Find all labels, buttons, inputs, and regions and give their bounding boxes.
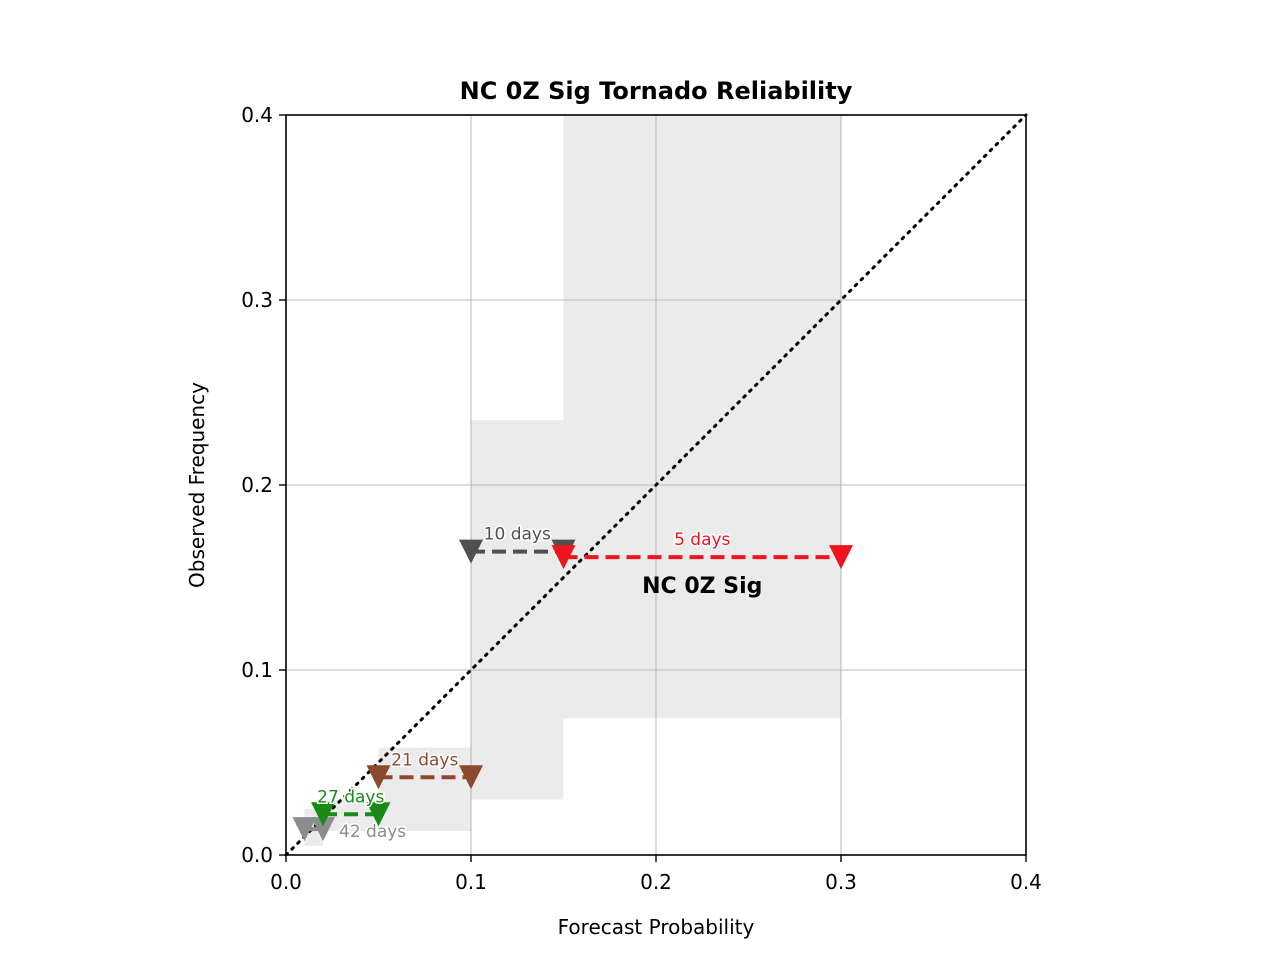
ci-band-2	[378, 747, 471, 831]
chart-title: NC 0Z Sig Tornado Reliability	[460, 77, 853, 105]
axis-ticks: 0.0 0.0 0.1 0.1 0.2 0.2 0.3 0.3 0.4 0.4	[241, 103, 1042, 894]
bin-marker-hi-2	[459, 765, 483, 790]
y-tick-label-3: 0.3	[241, 288, 273, 312]
ci-band-4	[563, 115, 841, 719]
y-tick-label-1: 0.1	[241, 658, 273, 682]
bin-marker-hi-0	[311, 817, 335, 842]
bin-marker-lo-4	[551, 545, 576, 570]
x-tick-label-1: 0.1	[455, 870, 487, 894]
y-tick-label-4: 0.4	[241, 103, 273, 127]
bin-marker-lo-0	[292, 817, 317, 842]
bin-marker-lo-1	[311, 802, 335, 827]
bin-marker-hi-1	[366, 802, 391, 827]
bin-label-4: 5 days	[674, 530, 730, 550]
bin-marker-lo-2	[366, 765, 391, 790]
x-tick-label-2: 0.2	[640, 870, 672, 894]
bin-label-1: 27 days	[317, 787, 384, 807]
x-tick-label-3: 0.3	[825, 870, 857, 894]
bin-label-3: 10 days	[484, 525, 551, 545]
y-tick-label-0: 0.0	[241, 843, 273, 867]
y-axis-label: Observed Frequency	[185, 382, 209, 588]
bin-series: 42 days 27 days 21 days 10 days 5 days	[292, 523, 853, 844]
x-tick-label-4: 0.4	[1010, 870, 1042, 894]
y-tick-label-2: 0.2	[241, 473, 273, 497]
chart-annotation: NC 0Z Sig	[642, 574, 762, 599]
ci-band-3	[471, 420, 564, 800]
diagonal-line	[284, 113, 1028, 857]
perfect-reliability-line	[284, 113, 1028, 857]
bin-marker-lo-3	[459, 539, 483, 564]
bin-label-2: 21 days	[391, 750, 458, 770]
bin-marker-hi-4	[829, 545, 853, 570]
x-axis-label: Forecast Probability	[558, 915, 755, 939]
confidence-bands	[304, 115, 841, 846]
bin-label-0: 42 days	[339, 822, 406, 842]
x-tick-label-0: 0.0	[270, 870, 302, 894]
